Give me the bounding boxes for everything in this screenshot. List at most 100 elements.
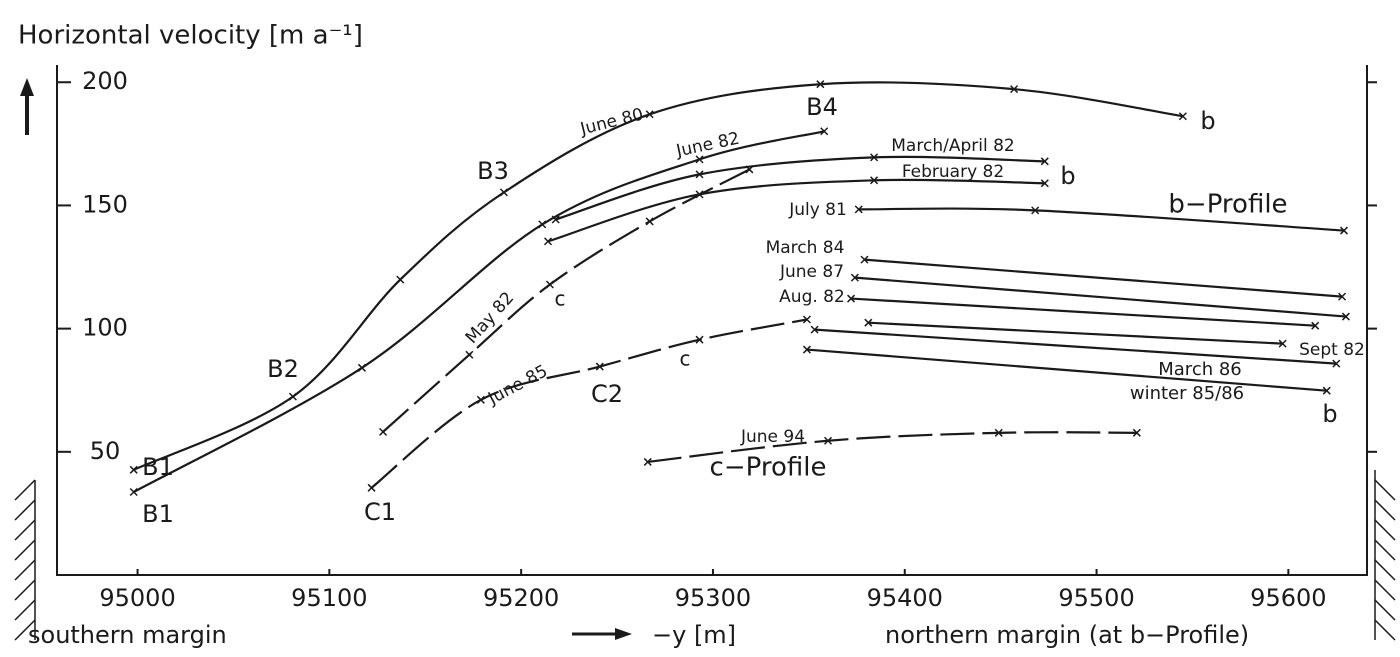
series-label: Aug. 82 — [779, 287, 845, 307]
x-tick-label: 95100 — [291, 584, 367, 612]
annotation: b — [1322, 400, 1337, 428]
point-marker — [129, 465, 138, 474]
series-line — [382, 168, 750, 433]
annotation: B4 — [806, 93, 838, 121]
series-label: June 87 — [779, 262, 844, 282]
point-marker — [1278, 339, 1287, 348]
point-marker — [802, 345, 811, 354]
southern-margin-hatch — [14, 479, 36, 641]
point-marker — [695, 170, 704, 179]
point-marker — [645, 217, 654, 226]
point-marker — [1132, 428, 1141, 437]
series-label: June 94 — [740, 427, 805, 447]
series-label: winter 85/86 — [1130, 383, 1244, 404]
point-marker — [538, 220, 547, 229]
y-tick-label: 150 — [82, 190, 128, 218]
point-marker — [820, 127, 829, 136]
series-line — [868, 321, 1283, 345]
point-marker — [465, 350, 474, 359]
point-marker — [1311, 321, 1320, 330]
x-tick-label: 95000 — [99, 584, 175, 612]
point-marker — [870, 176, 879, 185]
point-marker — [595, 362, 604, 371]
x-tick-label: 95400 — [867, 584, 943, 612]
annotation: C1 — [364, 498, 396, 526]
y-tick-label: 100 — [82, 314, 128, 342]
point-marker — [543, 237, 553, 246]
series-line — [806, 348, 1327, 392]
point-marker — [476, 395, 485, 404]
point-marker — [1040, 157, 1049, 166]
point-marker — [1040, 179, 1049, 188]
series-line — [858, 207, 1345, 232]
x-tick-label: 95600 — [1250, 584, 1326, 612]
point-marker — [357, 363, 366, 372]
point-marker — [643, 457, 652, 466]
x-arrowhead — [615, 628, 632, 640]
annotation: B2 — [267, 355, 299, 383]
point-marker — [860, 255, 869, 264]
point-marker — [1338, 292, 1347, 301]
series-line — [864, 258, 1343, 298]
point-marker — [396, 275, 405, 284]
annotation: C2 — [591, 380, 623, 408]
point-marker — [1178, 112, 1187, 121]
series-line — [555, 155, 1045, 221]
point-marker — [847, 294, 856, 303]
x-tick-label: 95200 — [483, 584, 559, 612]
point-marker — [1031, 206, 1040, 215]
point-marker — [850, 273, 859, 282]
point-marker — [1332, 359, 1341, 368]
annotation: b−Profile — [1168, 190, 1287, 220]
y-axis-title: Horizontal velocity [m a⁻¹] — [18, 21, 363, 51]
y-tick-label: 50 — [90, 437, 121, 465]
annotation: B1 — [142, 500, 174, 528]
point-marker — [129, 487, 138, 497]
annotation: c−Profile — [710, 453, 827, 483]
point-marker — [288, 392, 297, 401]
point-marker — [745, 165, 754, 174]
series-line — [647, 431, 1137, 464]
point-marker — [1322, 386, 1331, 395]
point-marker — [695, 155, 704, 164]
annotation: c — [555, 287, 566, 311]
northern-margin-label: northern margin (at b−Profile) — [885, 621, 1249, 649]
x-axis-title: −y [m] — [652, 621, 736, 649]
x-tick-label: 95300 — [675, 584, 751, 612]
southern-margin-label: southern margin — [28, 621, 227, 649]
point-marker — [1339, 226, 1349, 235]
point-marker — [499, 188, 508, 197]
series-label: July 81 — [788, 200, 847, 220]
point-marker — [645, 110, 654, 119]
annotation: b — [1060, 162, 1075, 190]
series-line — [133, 81, 1184, 471]
point-marker — [367, 483, 376, 492]
point-marker — [870, 153, 879, 162]
annotation: b — [1200, 107, 1215, 135]
point-marker — [551, 215, 560, 224]
point-marker — [545, 280, 554, 289]
point-marker — [824, 436, 833, 445]
y-arrowhead — [20, 78, 34, 96]
point-marker — [802, 315, 811, 324]
series-line — [814, 328, 1337, 365]
series-label: June 80 — [578, 105, 646, 140]
point-marker — [994, 428, 1003, 437]
annotation: B1 — [142, 453, 174, 481]
annotation: c — [680, 347, 691, 371]
series-label: June 85 — [484, 361, 551, 409]
northern-margin-hatch — [1374, 470, 1396, 641]
series-line — [850, 297, 1316, 327]
series-label: Sept 82 — [1299, 340, 1365, 360]
point-marker — [379, 427, 388, 436]
annotation: B3 — [477, 157, 509, 185]
point-marker — [1010, 85, 1019, 94]
series-label: March/April 82 — [891, 136, 1014, 156]
point-marker — [854, 205, 863, 214]
series-label: February 82 — [902, 162, 1004, 182]
y-tick-label: 200 — [82, 67, 128, 95]
x-tick-label: 95500 — [1058, 584, 1134, 612]
point-marker — [695, 335, 704, 344]
